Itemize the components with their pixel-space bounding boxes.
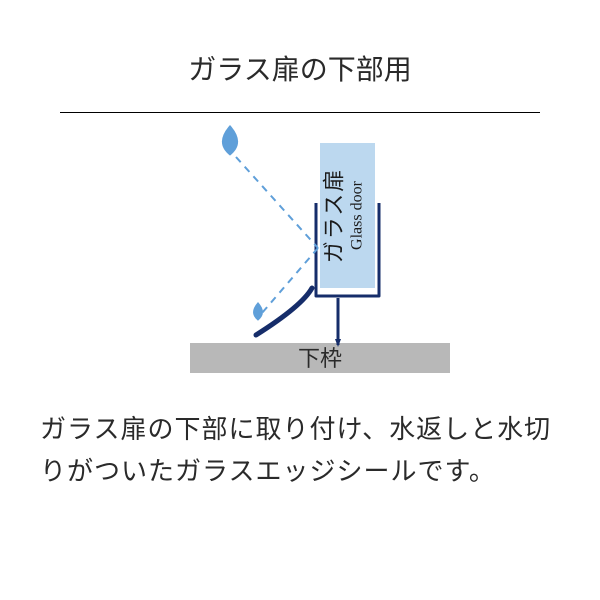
page-title: ガラス扉の下部用 [0, 0, 600, 88]
svg-text:下枠: 下枠 [298, 346, 342, 371]
svg-text:ガラス扉: ガラス扉 [322, 168, 347, 264]
description-text: ガラス扉の下部に取り付け、水返しと水切りがついたガラスエッジシールです。 [0, 393, 600, 492]
diagram-svg: 下枠 ガラス扉Glass door [60, 113, 540, 393]
svg-text:Glass door: Glass door [349, 180, 366, 250]
seal-diagram: 下枠 ガラス扉Glass door [60, 113, 540, 393]
